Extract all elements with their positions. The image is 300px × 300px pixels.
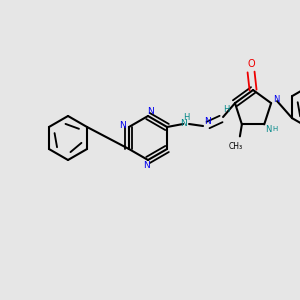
Text: N: N: [147, 106, 153, 116]
Text: N: N: [142, 161, 149, 170]
Text: N: N: [204, 118, 210, 127]
Text: H: H: [183, 113, 189, 122]
Text: H: H: [273, 126, 278, 132]
Text: O: O: [247, 59, 255, 69]
Text: N: N: [265, 125, 272, 134]
Text: N: N: [120, 121, 126, 130]
Text: N: N: [273, 94, 279, 103]
Text: N: N: [180, 118, 186, 127]
Text: H: H: [223, 106, 229, 115]
Text: CH₃: CH₃: [229, 142, 243, 151]
